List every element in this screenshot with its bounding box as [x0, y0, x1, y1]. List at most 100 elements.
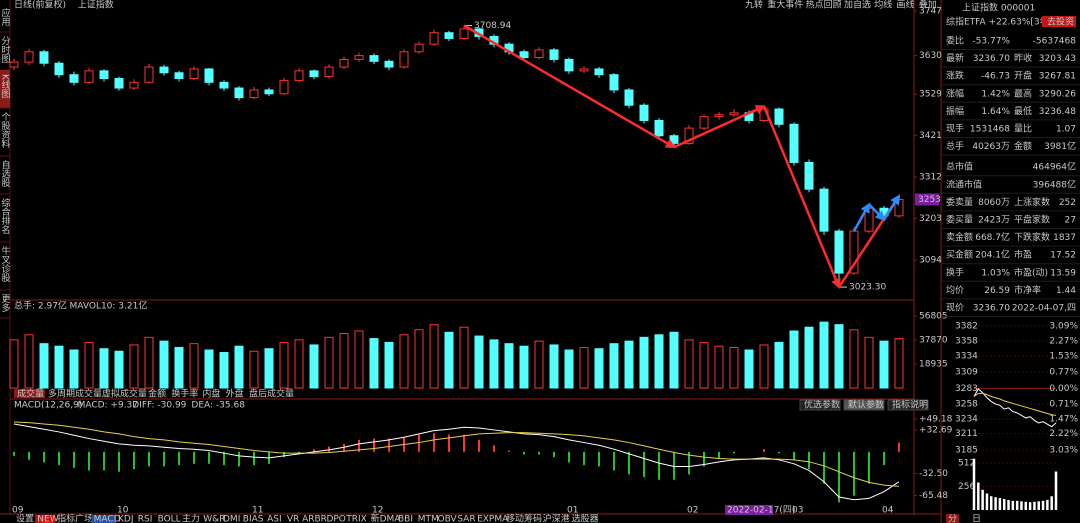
volume-tab[interactable]: 成交量	[17, 388, 44, 400]
indicator-tab[interactable]: OBV	[438, 515, 458, 523]
invest-button-label[interactable]: 去投资	[1047, 16, 1074, 28]
sidebar-tab[interactable]: K线图	[0, 74, 10, 99]
indicator-tab[interactable]: 选股器	[572, 513, 599, 523]
period-tab[interactable]: 分	[948, 514, 957, 523]
volume-bar	[774, 341, 784, 389]
candle-body	[774, 108, 784, 125]
last-price-label: 3253	[918, 195, 941, 205]
y-tick-label: 3630	[919, 51, 942, 61]
param-button[interactable]	[843, 399, 885, 411]
indicator-tab[interactable]: TRIX	[345, 515, 367, 523]
quote-value: 396488亿	[1033, 178, 1076, 190]
sidebar-tab[interactable]: 综合排名	[0, 197, 10, 235]
indicator-tab[interactable]: W&R	[203, 515, 225, 523]
y-tick-label: 3421	[919, 131, 942, 141]
toolbar-button[interactable]: 热点回顾	[806, 0, 842, 11]
indicator-tab[interactable]: 移动筹码	[506, 513, 542, 523]
mini-y2-label: 0.77%	[1049, 367, 1078, 377]
volume-bar	[174, 346, 184, 389]
candle-body	[669, 135, 679, 144]
indicator-tab[interactable]: NEW	[37, 515, 58, 523]
indicator-tab[interactable]: EXPMA	[477, 515, 509, 523]
candle-body	[384, 60, 394, 68]
volume-tab[interactable]: 换手率	[171, 388, 198, 400]
indicator-tab[interactable]: 指标广场	[57, 513, 93, 523]
intraday-line	[973, 392, 1057, 416]
sidebar-tab[interactable]: 牛叉诊股	[0, 245, 10, 283]
candle-body	[84, 70, 94, 83]
indicator-tab[interactable]: BIAS	[243, 515, 264, 523]
y-tick-label: 3203	[919, 214, 942, 224]
indicator-tab[interactable]: ASI	[267, 515, 282, 523]
indicator-tab[interactable]: ARBR	[302, 515, 327, 523]
candle-body	[339, 58, 349, 68]
indicator-tab[interactable]: DPO	[326, 515, 345, 523]
quote-label: 平盘家数	[1014, 214, 1050, 226]
volume-tab[interactable]: 金额	[148, 388, 166, 400]
volume-bar	[384, 341, 394, 389]
candle-body	[234, 87, 244, 99]
indicator-tab[interactable]: DMI	[223, 515, 240, 523]
candle-body	[534, 49, 544, 59]
param-button[interactable]	[799, 399, 841, 411]
toolbar-button[interactable]: 九转	[745, 0, 763, 11]
toolbar-button[interactable]: 叠加	[919, 0, 937, 11]
volume-bar	[549, 344, 559, 389]
invest-button[interactable]	[1042, 16, 1076, 27]
indicator-tab[interactable]: 新DMA	[371, 513, 402, 523]
sidebar-tab[interactable]: 更多	[0, 294, 10, 313]
period-tab[interactable]: 日	[972, 514, 981, 523]
indicator-tab[interactable]: SAR	[457, 515, 475, 523]
indicator-tab[interactable]: 主力	[182, 513, 200, 523]
indicator-tab[interactable]: BBI	[398, 515, 413, 523]
candle-body	[174, 72, 184, 79]
candle-body	[294, 70, 304, 81]
min-label: 3023.30	[849, 283, 886, 293]
volume-tab[interactable]: 内盘	[202, 388, 220, 400]
volume-bar	[294, 339, 304, 389]
param-button-label[interactable]: 指标说明	[892, 399, 928, 411]
quote-value: 3290.26	[1039, 89, 1076, 99]
quote-label: 涨幅	[946, 87, 964, 99]
toolbar-button[interactable]: 重大事件	[767, 0, 803, 11]
param-button-label[interactable]: 优选参数	[804, 399, 840, 411]
indicator-tab[interactable]: 设置	[16, 514, 34, 523]
sidebar-active	[0, 70, 10, 108]
indicator-tab[interactable]: 沪深港	[543, 513, 570, 523]
volume-bar	[99, 348, 109, 389]
indicator-tab[interactable]: MTM	[418, 515, 439, 523]
volume-bar	[789, 330, 799, 389]
volume-tab[interactable]: 多周期成交量	[48, 388, 102, 400]
volume-tab[interactable]: 外盘	[226, 388, 244, 400]
quote-value: 1.44	[1056, 286, 1076, 296]
indicator-tab[interactable]: MACD	[94, 515, 121, 523]
volume-tab[interactable]: 虚拟成交量	[102, 388, 147, 400]
volume-bar	[129, 344, 139, 389]
sidebar-tab[interactable]: 自选股	[0, 159, 10, 188]
volume-bar	[444, 331, 454, 389]
param-button-label[interactable]: 默认参数	[848, 399, 884, 411]
quote-label: 涨跌	[946, 71, 964, 82]
volume-bar	[894, 338, 904, 389]
quote-label: 量比	[1014, 123, 1032, 135]
indicator-tab[interactable]: RSI	[138, 515, 153, 523]
indicator-tab[interactable]: VR	[287, 515, 299, 523]
toolbar-button[interactable]: 加自选	[844, 0, 871, 11]
param-button[interactable]	[887, 399, 929, 411]
volume-bar	[54, 345, 64, 389]
candle-body	[354, 55, 364, 60]
tab-active	[91, 515, 117, 523]
volume-bar	[834, 324, 844, 389]
trend-arrow	[463, 24, 676, 149]
toolbar-button[interactable]: 画线	[897, 0, 915, 11]
sidebar-tab[interactable]: 个股资料	[0, 112, 10, 149]
indicator-tab[interactable]: KDJ	[118, 515, 134, 523]
candle-body	[279, 79, 289, 95]
volume-tab[interactable]: 盘后成交量	[249, 388, 294, 400]
y-tick-label: 3529	[919, 90, 942, 100]
indicator-tab[interactable]: BOLL	[158, 515, 181, 523]
toolbar-button[interactable]: 均线	[874, 0, 892, 11]
macd-label: MACD(12,26,9)	[14, 401, 82, 411]
sidebar-tab[interactable]: 分时图	[0, 36, 10, 64]
sidebar-tab[interactable]: 应用	[0, 7, 10, 27]
